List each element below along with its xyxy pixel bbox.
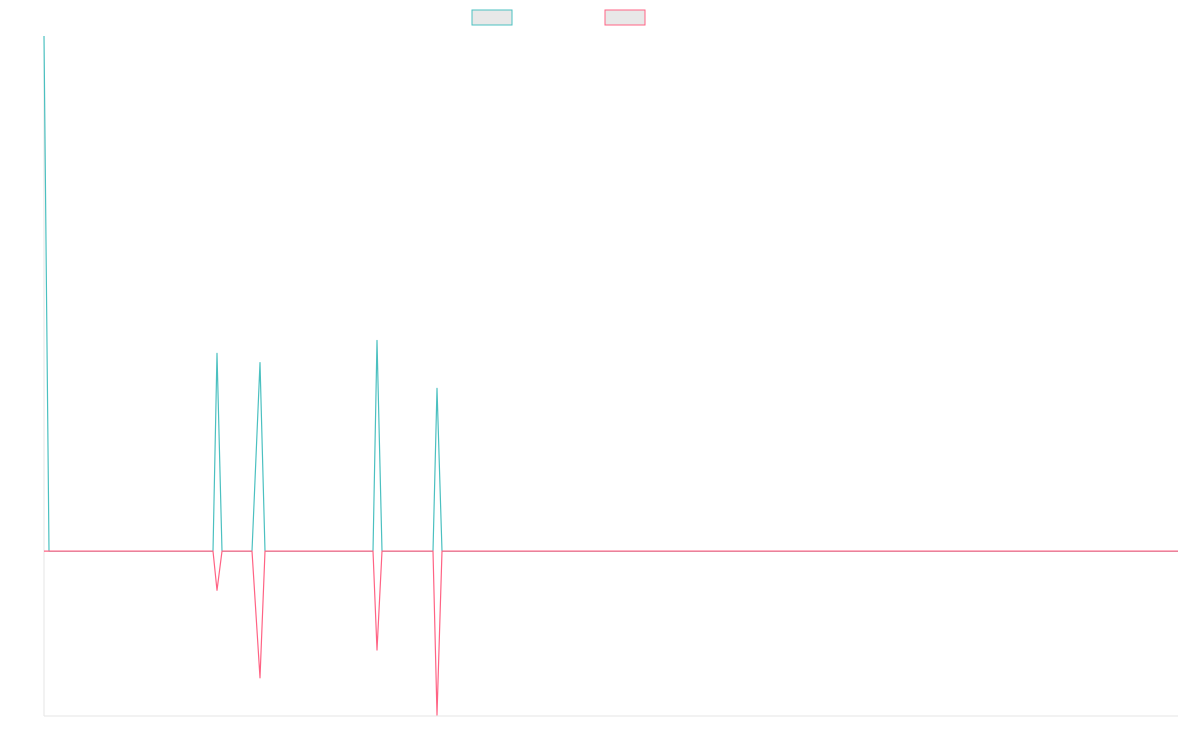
legend [471, 9, 646, 26]
legend-swatch[interactable] [604, 9, 646, 26]
series-line [43, 35, 1178, 552]
legend-swatch[interactable] [471, 9, 513, 26]
plot-area [43, 35, 1178, 716]
series-line [44, 550, 1178, 716]
